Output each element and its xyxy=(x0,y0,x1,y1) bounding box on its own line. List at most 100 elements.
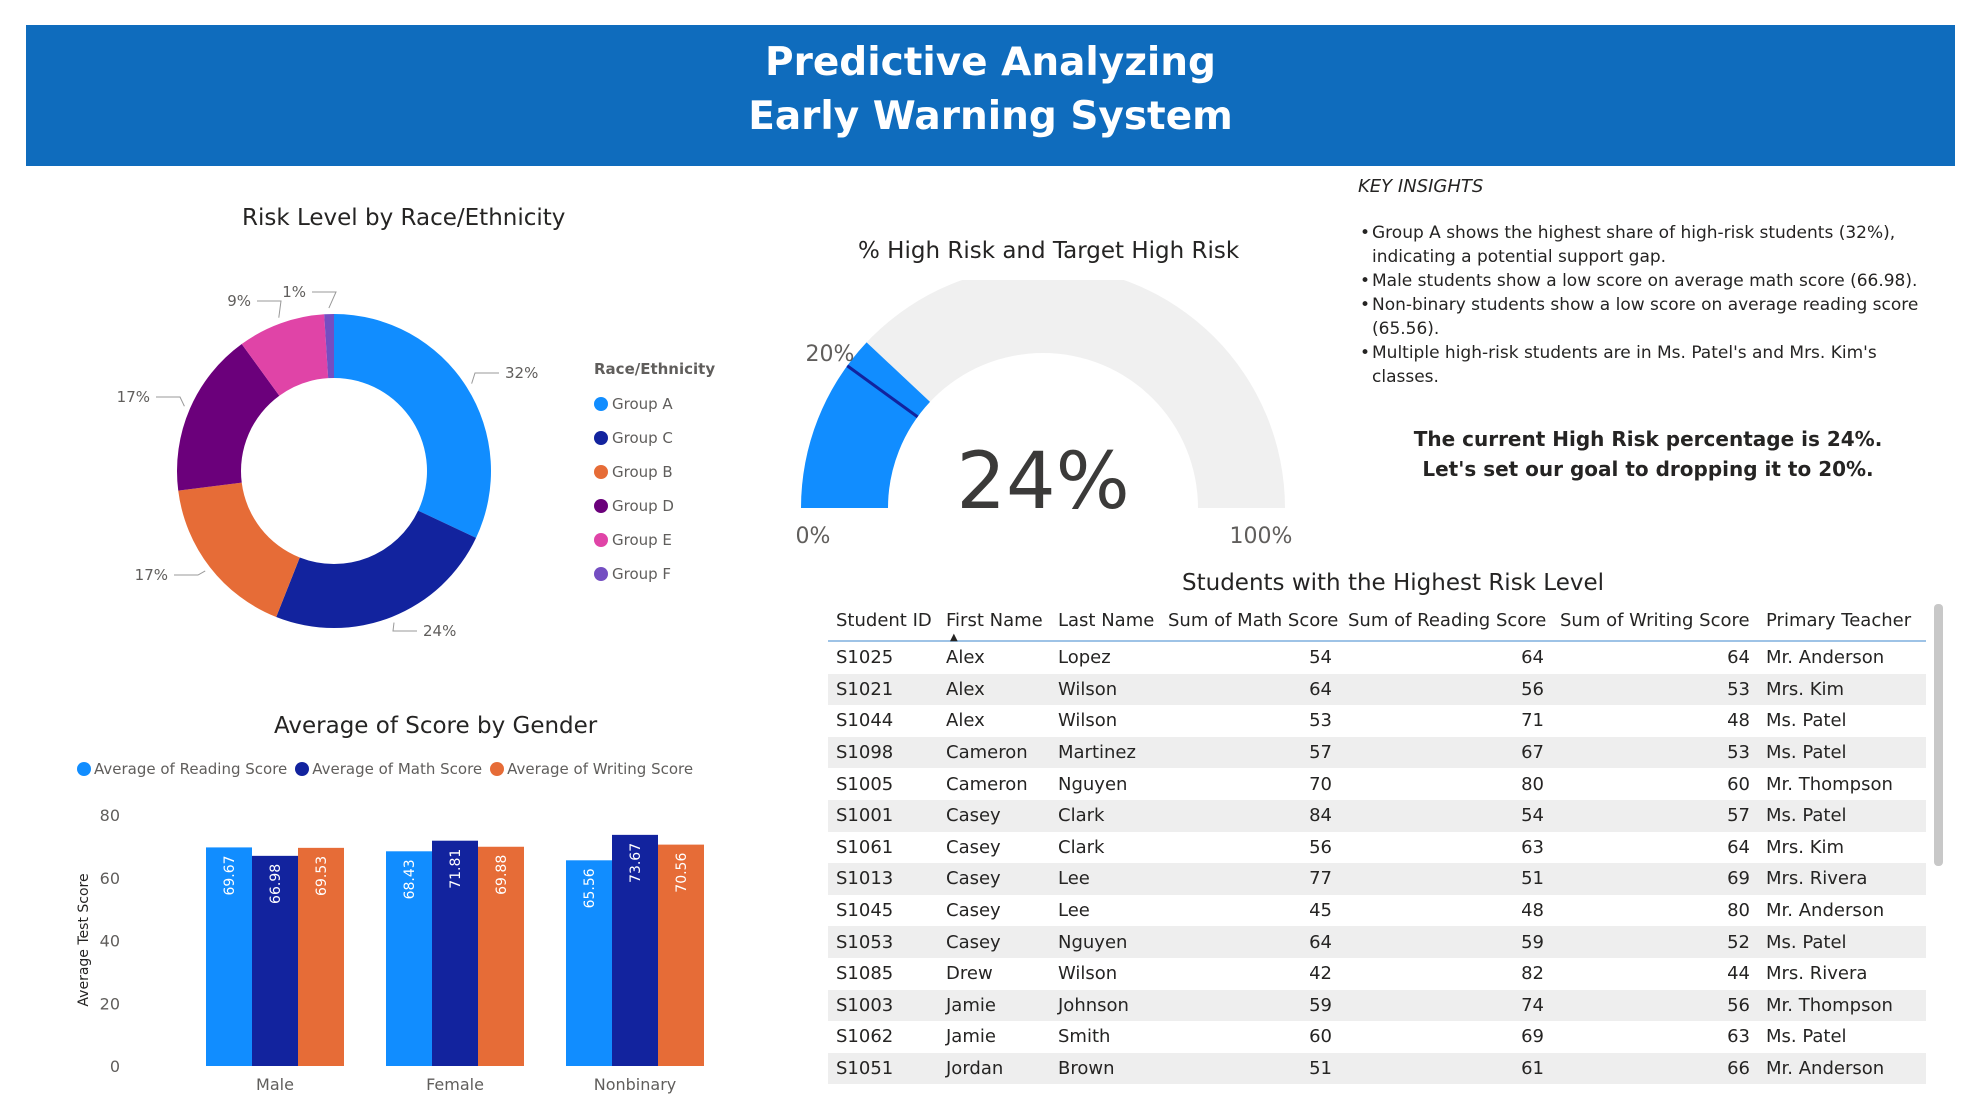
donut-slice-group-d[interactable] xyxy=(177,343,280,491)
table-cell: S1085 xyxy=(836,963,894,985)
column-header[interactable]: Last Name xyxy=(1050,600,1160,642)
table-cell: Mr. Anderson xyxy=(1766,647,1885,669)
table-cell: S1051 xyxy=(828,1052,938,1085)
table-cell: Mr. Anderson xyxy=(1758,1052,1926,1085)
table-cell: S1001 xyxy=(828,799,938,832)
table-cell: 51 xyxy=(1160,1052,1340,1085)
table-cell: Alex xyxy=(946,647,985,669)
table-cell: 57 xyxy=(1160,736,1340,769)
table-cell: S1025 xyxy=(836,647,894,669)
insight-item: Group A shows the highest share of high-… xyxy=(1360,221,1938,269)
legend-dot-icon xyxy=(490,762,505,776)
table-row[interactable]: S1061 Casey Clark 56 63 64 Mrs. Kim xyxy=(828,832,1926,864)
callout-line2: Let's set our goal to dropping it to 20%… xyxy=(1422,457,1874,481)
table-row[interactable]: S1098 Cameron Martinez 57 67 53 Ms. Patel xyxy=(828,736,1926,769)
column-header[interactable]: Sum of Math Score xyxy=(1160,600,1340,642)
table-cell: S1053 xyxy=(828,926,938,958)
table-cell: Cameron xyxy=(938,736,1050,769)
table-cell: Brown xyxy=(1050,1052,1160,1085)
bar[interactable] xyxy=(386,851,432,1066)
table-cell: Ms. Patel xyxy=(1758,926,1926,958)
column-header[interactable]: Sum of Writing Score xyxy=(1552,600,1758,642)
risk-table-container[interactable]: Student ID First Name ▲ Last Name Sum of Mat… xyxy=(828,600,1926,1116)
table-cell: 52 xyxy=(1552,926,1758,958)
table-cell: 64 xyxy=(1727,836,1750,858)
donut-data-label: 32% xyxy=(505,364,538,382)
bar-legend-item[interactable]: Average of Reading Score xyxy=(77,760,287,778)
donut-slice-group-c[interactable] xyxy=(276,510,477,628)
bar[interactable] xyxy=(478,846,524,1066)
donut-slice-group-a[interactable] xyxy=(334,314,492,538)
table-row[interactable]: S1053 Casey Nguyen 64 59 52 Ms. Patel xyxy=(828,926,1926,958)
table-cell: 67 xyxy=(1340,736,1552,769)
table-row[interactable]: S1021 Alex Wilson 64 56 53 Mrs. Kim xyxy=(828,673,1926,706)
bar[interactable] xyxy=(658,844,704,1066)
y-axis-label: Average Test Score xyxy=(76,873,92,1006)
table-row[interactable]: S1044 Alex Wilson 53 71 48 Ms. Patel xyxy=(828,705,1926,737)
table-row[interactable]: S1003 Jamie Johnson 59 74 56 Mr. Thompson xyxy=(828,989,1926,1022)
donut-data-label: 24% xyxy=(423,622,456,640)
table-cell: S1098 xyxy=(828,736,938,769)
bar[interactable] xyxy=(612,834,658,1066)
table-cell: 84 xyxy=(1160,799,1340,832)
header-title-line2: Early Warning System xyxy=(748,94,1233,139)
bar[interactable] xyxy=(252,855,298,1066)
table-row[interactable]: S1001 Casey Clark 84 54 57 Ms. Patel xyxy=(828,799,1926,832)
bar-legend-item[interactable]: Average of Math Score xyxy=(295,760,482,778)
donut-legend-item[interactable]: Group C xyxy=(594,421,715,455)
insights-title: KEY INSIGHTS xyxy=(1358,176,1484,197)
column-header[interactable]: Sum of Reading Score xyxy=(1340,600,1552,642)
table-cell: 69 xyxy=(1521,1026,1544,1048)
donut-legend-label: Group A xyxy=(612,395,673,413)
legend-dot-icon xyxy=(594,397,608,411)
table-cell: Mrs. Kim xyxy=(1758,673,1926,706)
table-row[interactable]: S1025 Alex Lopez 54 64 64 Mr. Anderson xyxy=(828,641,1926,674)
table-row[interactable]: S1005 Cameron Nguyen 70 80 60 Mr. Thompson xyxy=(828,768,1926,800)
table-row[interactable]: S1051 Jordan Brown 51 61 66 Mr. Anderson xyxy=(828,1052,1926,1085)
bar[interactable] xyxy=(566,860,612,1066)
column-header[interactable]: Primary Teacher xyxy=(1758,600,1926,642)
table-cell: Casey xyxy=(946,836,1001,858)
table-cell: 56 xyxy=(1552,989,1758,1022)
legend-dot-icon xyxy=(295,762,310,776)
table-row[interactable]: S1085 Drew Wilson 42 82 44 Mrs. Rivera xyxy=(828,958,1926,990)
donut-legend-item[interactable]: Group A xyxy=(594,387,715,421)
legend-dot-icon xyxy=(594,431,608,445)
bar-data-label: 69.53 xyxy=(314,856,330,896)
donut-data-label: 17% xyxy=(135,566,168,584)
donut-legend-item[interactable]: Group B xyxy=(594,455,715,489)
donut-slice-group-e[interactable] xyxy=(241,314,329,396)
column-header[interactable]: First Name ▲ xyxy=(938,600,1050,643)
table-cell: 80 xyxy=(1521,773,1544,795)
bar[interactable] xyxy=(432,840,478,1066)
table-scrollbar[interactable] xyxy=(1934,604,1943,866)
table-cell: 42 xyxy=(1309,963,1332,985)
donut-legend-label: Group E xyxy=(612,531,672,549)
insights-list: Group A shows the highest share of high-… xyxy=(1358,221,1938,389)
bar-legend-item[interactable]: Average of Writing Score xyxy=(490,760,693,778)
table-cell: S1013 xyxy=(828,863,938,895)
table-cell: Mrs. Rivera xyxy=(1758,863,1926,895)
bar[interactable] xyxy=(206,847,252,1066)
x-category-label: Nonbinary xyxy=(594,1075,677,1094)
bar-chart: 0 20 40 60 80 Average Test Score 69.67 66.98 69.… xyxy=(76,806,704,1094)
donut-legend-title: Race/Ethnicity xyxy=(594,360,716,378)
donut-legend-item[interactable]: Group F xyxy=(594,557,715,591)
donut-legend-item[interactable]: Group E xyxy=(594,523,715,557)
table-row[interactable]: S1013 Casey Lee 77 51 69 Mrs. Rivera xyxy=(828,863,1926,895)
table-cell: 48 xyxy=(1521,900,1544,922)
table-row[interactable]: S1045 Casey Lee 45 48 80 Mr. Anderson xyxy=(828,895,1926,927)
donut-slice-group-f[interactable] xyxy=(324,314,334,379)
table-row[interactable]: S1062 Jamie Smith 60 69 63 Ms. Patel xyxy=(828,1021,1926,1053)
column-header[interactable]: Student ID xyxy=(828,600,938,642)
table-cell: Clark xyxy=(1050,799,1160,832)
donut-chart: 32% 24% 17% 17% 9% 1% xyxy=(117,283,539,640)
table-cell: Ms. Patel xyxy=(1758,799,1926,832)
bar[interactable] xyxy=(298,847,344,1066)
donut-legend-item[interactable]: Group D xyxy=(594,489,715,523)
gauge-chart: 24% 20% 0% 100% xyxy=(796,280,1292,549)
donut-slice-group-b[interactable] xyxy=(178,482,300,617)
bar-data-label: 69.88 xyxy=(494,855,510,895)
bar-data-label: 66.98 xyxy=(268,864,284,904)
table-cell: 53 xyxy=(1309,710,1332,732)
